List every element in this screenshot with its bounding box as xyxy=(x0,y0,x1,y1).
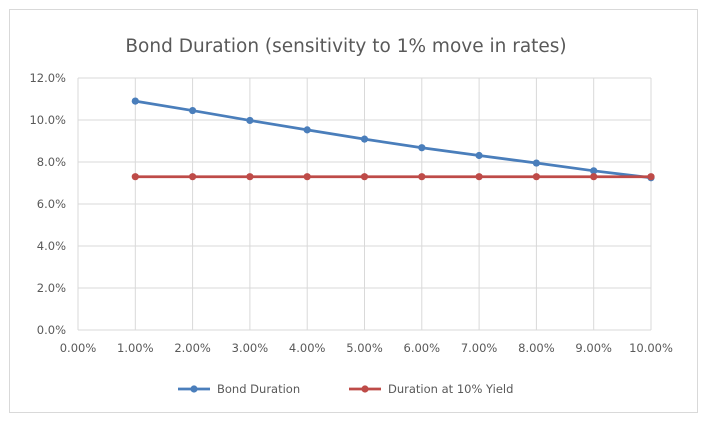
data-point xyxy=(360,135,369,143)
chart-area xyxy=(9,9,698,413)
data-point xyxy=(360,173,369,181)
x-tick-label: 1.00% xyxy=(117,341,154,355)
data-point xyxy=(246,116,254,125)
data-point xyxy=(189,173,197,181)
legend: Bond Duration Duration at 10% Yield xyxy=(178,382,513,396)
data-point xyxy=(532,159,541,167)
x-tick-label: 9.00% xyxy=(575,341,612,355)
x-tick-label: 7.00% xyxy=(461,341,498,355)
y-tick-label: 0.0% xyxy=(37,323,66,337)
x-tick-label: 10.00% xyxy=(629,341,673,355)
y-tick-label: 12.0% xyxy=(29,71,66,85)
legend-swatch-marker xyxy=(190,385,198,393)
data-point xyxy=(475,151,483,160)
data-point xyxy=(590,167,598,175)
data-point xyxy=(303,173,311,181)
x-tick-label: 8.00% xyxy=(518,341,555,355)
y-tick-label: 4.0% xyxy=(37,239,66,253)
x-tick-label: 6.00% xyxy=(404,341,441,355)
y-axis-ticks: 0.0% 2.0% 4.0% 6.0% 8.0% 10.0% 12.0% xyxy=(29,71,66,337)
data-point xyxy=(303,126,311,134)
chart-title: Bond Duration (sensitivity to 1% move in… xyxy=(125,36,566,57)
y-tick-label: 10.0% xyxy=(29,113,66,127)
data-point xyxy=(131,97,139,105)
x-tick-label: 0.00% xyxy=(60,341,97,355)
gridlines xyxy=(77,77,652,331)
data-point xyxy=(418,173,426,181)
series-line-0 xyxy=(133,99,653,180)
data-point xyxy=(590,173,598,181)
y-tick-label: 6.0% xyxy=(37,197,66,211)
x-tick-label: 2.00% xyxy=(174,341,211,355)
data-point xyxy=(647,173,655,181)
data-point xyxy=(475,173,483,181)
legend-label: Duration at 10% Yield xyxy=(388,382,513,396)
legend-label: Bond Duration xyxy=(217,382,300,396)
plot-series xyxy=(131,97,655,182)
data-point xyxy=(418,144,426,152)
data-point xyxy=(246,173,254,181)
x-tick-label: 5.00% xyxy=(346,341,383,355)
data-point xyxy=(131,173,139,181)
data-point xyxy=(189,106,197,115)
legend-swatch-marker xyxy=(361,385,369,393)
x-axis-ticks: 0.00% 1.00% 2.00% 3.00% 4.00% 5.00% 6.00% 7.00%… xyxy=(60,341,673,355)
x-tick-label: 3.00% xyxy=(232,341,269,355)
data-point xyxy=(532,173,541,181)
y-tick-label: 8.0% xyxy=(37,155,66,169)
x-tick-label: 4.00% xyxy=(289,341,326,355)
y-tick-label: 2.0% xyxy=(37,281,66,295)
